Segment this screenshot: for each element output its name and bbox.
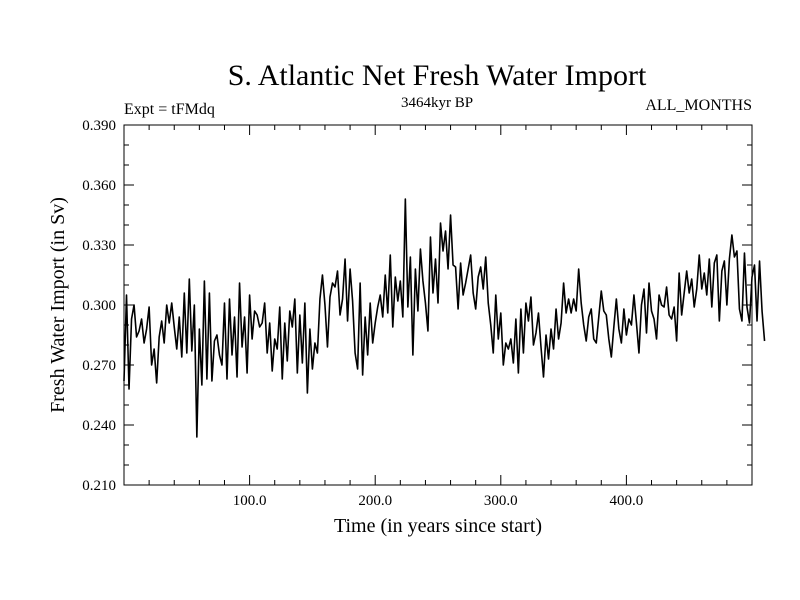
y-tick-label: 0.330 (82, 238, 116, 254)
y-tick-label: 0.360 (82, 178, 116, 194)
x-axis-label: Time (in years since start) (334, 515, 542, 537)
x-tick-label: 300.0 (484, 493, 518, 509)
y-tick-label: 0.270 (82, 358, 116, 374)
y-tick-label: 0.210 (82, 478, 116, 494)
y-axis-label: Fresh Water Import (in Sv) (47, 197, 69, 413)
chart-title: S. Atlantic Net Fresh Water Import (228, 59, 647, 92)
experiment-label: Expt = tFMdq (124, 101, 215, 118)
months-label: ALL_MONTHS (645, 97, 752, 114)
chart-subtitle: 3464kyr BP (401, 95, 473, 111)
series-line-fresh-water-import (123, 198, 766, 438)
x-tick-label: 200.0 (358, 493, 392, 509)
axis-ticks (124, 125, 752, 485)
y-tick-label: 0.240 (82, 418, 116, 434)
axis-tick-labels: 0.210 0.240 0.270 0.300 0.330 0.360 0.390 100.0… (82, 118, 643, 509)
y-tick-label: 0.300 (82, 298, 116, 314)
x-tick-label: 400.0 (610, 493, 644, 509)
x-tick-label: 100.0 (233, 493, 267, 509)
y-tick-label: 0.390 (82, 118, 116, 134)
